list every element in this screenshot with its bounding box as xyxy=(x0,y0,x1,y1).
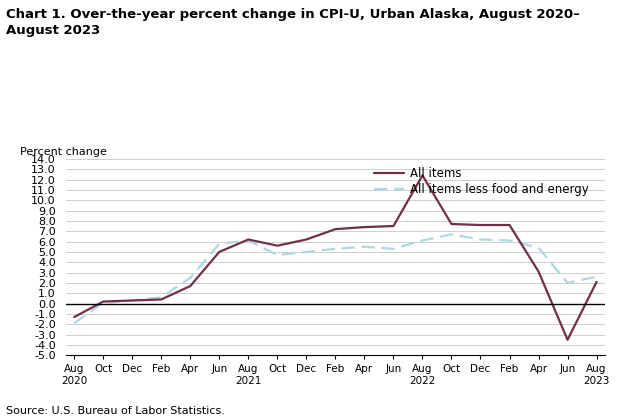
All items xyxy=(129,298,136,303)
All items less food and energy xyxy=(215,241,223,246)
All items xyxy=(448,222,456,227)
All items less food and energy xyxy=(332,246,339,251)
All items less food and energy xyxy=(535,245,542,250)
All items less food and energy xyxy=(477,237,484,242)
Text: Source: U.S. Bureau of Labor Statistics.: Source: U.S. Bureau of Labor Statistics. xyxy=(6,406,225,416)
All items less food and energy xyxy=(129,298,136,303)
All items less food and energy xyxy=(187,275,194,280)
All items xyxy=(506,222,514,227)
All items less food and energy xyxy=(390,246,397,251)
All items less food and energy xyxy=(593,274,600,279)
All items xyxy=(303,237,310,242)
All items less food and energy xyxy=(99,300,107,305)
All items xyxy=(419,173,426,178)
All items xyxy=(390,224,397,229)
All items xyxy=(273,243,281,248)
All items xyxy=(332,227,339,232)
Line: All items: All items xyxy=(74,176,597,340)
All items less food and energy xyxy=(419,238,426,243)
All items xyxy=(215,250,223,255)
All items xyxy=(593,279,600,284)
All items less food and energy xyxy=(361,244,368,249)
Line: All items less food and energy: All items less food and energy xyxy=(74,234,597,323)
Text: Percent change: Percent change xyxy=(19,147,107,157)
All items xyxy=(535,269,542,274)
Text: Chart 1. Over-the-year percent change in CPI-U, Urban Alaska, August 2020–
Augus: Chart 1. Over-the-year percent change in… xyxy=(6,8,580,37)
Legend: All items, All items less food and energy: All items, All items less food and energ… xyxy=(374,167,588,196)
All items less food and energy xyxy=(506,238,514,243)
All items xyxy=(99,299,107,304)
All items less food and energy xyxy=(245,238,252,243)
All items less food and energy xyxy=(564,280,572,285)
All items xyxy=(564,337,572,342)
All items xyxy=(361,224,368,229)
All items less food and energy xyxy=(273,252,281,257)
All items less food and energy xyxy=(157,295,165,300)
All items xyxy=(187,283,194,288)
All items xyxy=(71,314,78,319)
All items xyxy=(157,297,165,302)
All items less food and energy xyxy=(71,321,78,326)
All items xyxy=(477,222,484,227)
All items less food and energy xyxy=(448,232,456,237)
All items less food and energy xyxy=(303,250,310,255)
All items xyxy=(245,237,252,242)
